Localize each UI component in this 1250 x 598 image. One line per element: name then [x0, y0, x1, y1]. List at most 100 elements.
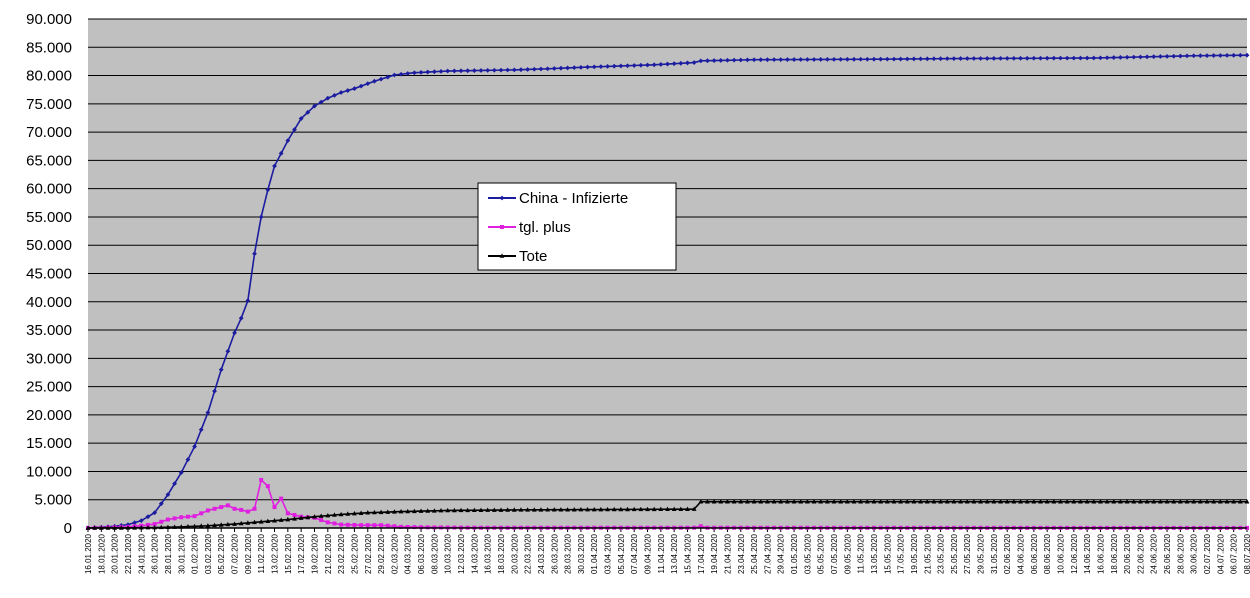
data-point — [1098, 55, 1103, 61]
x-tick-label: 06.03.2020 — [417, 533, 426, 574]
data-point — [318, 513, 324, 518]
data-point — [372, 78, 377, 84]
data-point — [758, 57, 764, 63]
data-point — [1044, 55, 1050, 61]
data-point — [398, 508, 404, 514]
data-point — [212, 388, 217, 394]
x-tick-label: 03.02.2020 — [204, 533, 213, 574]
data-point — [225, 521, 231, 527]
data-point — [405, 71, 411, 76]
data-point — [804, 57, 810, 62]
data-point — [198, 523, 204, 528]
data-point — [671, 506, 677, 511]
data-point — [525, 507, 531, 512]
x-tick-label: 16.01.2020 — [84, 533, 93, 574]
x-tick-label: 12.06.2020 — [1070, 533, 1079, 574]
data-point — [332, 521, 337, 526]
data-point — [884, 56, 890, 62]
data-point — [465, 68, 471, 74]
data-point — [871, 56, 877, 62]
data-point — [378, 509, 384, 515]
data-point — [445, 68, 451, 74]
data-point — [591, 64, 597, 70]
data-point — [811, 499, 817, 504]
data-point — [685, 60, 690, 66]
x-tick-label: 21.02.2020 — [324, 533, 333, 574]
data-point — [871, 499, 877, 504]
data-point — [1058, 55, 1063, 61]
data-point — [1011, 499, 1017, 504]
data-point — [1138, 499, 1143, 504]
x-tick-label: 11.04.2020 — [657, 533, 666, 573]
data-point — [192, 444, 197, 449]
data-point — [245, 509, 250, 514]
data-point — [765, 499, 770, 504]
data-point — [891, 499, 897, 504]
data-point — [159, 519, 164, 524]
data-point — [418, 69, 424, 75]
data-point — [425, 508, 431, 513]
x-tick-label: 06.07.2020 — [1230, 533, 1239, 574]
data-point — [651, 62, 657, 68]
data-point — [192, 514, 197, 519]
data-point — [325, 95, 331, 101]
data-point — [278, 150, 284, 156]
legend-label: China - Infizierte — [519, 190, 628, 207]
data-point — [411, 508, 417, 514]
y-tick-label: 85.000 — [26, 39, 72, 56]
x-tick-label: 16.06.2020 — [1096, 533, 1105, 574]
x-tick-label: 20.03.2020 — [510, 533, 519, 574]
y-tick-label: 15.000 — [26, 435, 72, 452]
data-point — [232, 506, 237, 511]
data-point — [598, 64, 604, 70]
data-point — [1118, 55, 1123, 60]
data-point — [385, 523, 390, 528]
data-point — [352, 510, 357, 516]
data-point — [904, 56, 910, 62]
data-point — [585, 64, 590, 70]
data-point — [498, 507, 504, 512]
x-tick-label: 21.05.2020 — [923, 533, 932, 574]
data-point — [998, 499, 1003, 504]
data-point — [591, 506, 597, 512]
data-point — [1158, 54, 1163, 59]
data-point — [645, 62, 650, 68]
x-tick-label: 16.03.2020 — [484, 533, 493, 574]
data-point — [578, 507, 584, 512]
data-point — [545, 507, 551, 512]
data-point — [1091, 55, 1097, 61]
x-tick-label: 28.01.2020 — [164, 533, 173, 574]
data-point — [625, 63, 630, 69]
x-tick-label: 26.03.2020 — [550, 533, 559, 574]
legend-marker — [499, 253, 505, 258]
data-point — [844, 56, 850, 62]
data-point — [1018, 499, 1023, 504]
data-point — [312, 103, 317, 109]
data-point — [252, 251, 257, 257]
data-point — [505, 507, 511, 512]
data-point — [671, 61, 677, 67]
data-point — [1144, 54, 1150, 60]
data-point — [751, 57, 757, 63]
x-tick-label: 31.05.2020 — [990, 533, 999, 574]
data-point — [1177, 499, 1183, 504]
data-point — [245, 520, 251, 525]
data-point — [279, 496, 284, 501]
data-point — [252, 506, 257, 511]
data-point — [938, 499, 943, 504]
data-point — [1111, 499, 1117, 504]
data-point — [339, 522, 344, 527]
data-point — [938, 56, 943, 62]
data-point — [272, 163, 277, 169]
data-point — [898, 56, 904, 62]
data-point — [1071, 499, 1077, 504]
data-point — [531, 507, 537, 512]
data-point — [305, 514, 311, 520]
data-point — [265, 187, 271, 193]
data-point — [745, 499, 750, 504]
data-point — [691, 506, 697, 511]
x-tick-label: 20.01.2020 — [111, 533, 120, 574]
data-point — [758, 499, 764, 504]
data-point — [285, 511, 290, 516]
